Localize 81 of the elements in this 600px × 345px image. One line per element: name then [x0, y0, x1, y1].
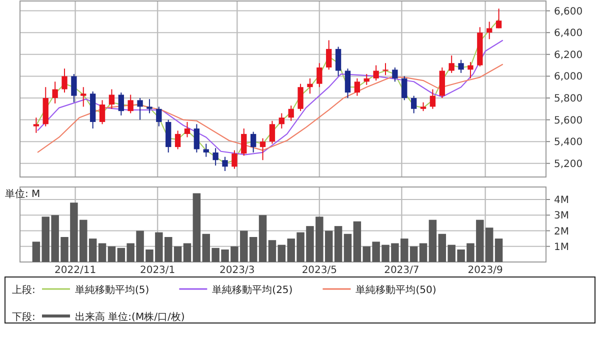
x-tick-label: 2022/11 [54, 265, 96, 276]
y-tick-label: 3M [554, 210, 569, 222]
bar [183, 243, 192, 262]
candlestick [174, 130, 181, 150]
candlestick [354, 78, 360, 96]
y-tick-label: 5,400 [554, 137, 583, 148]
candlestick [486, 21, 492, 40]
candlestick [137, 97, 143, 120]
candlestick [344, 68, 351, 98]
candlestick [307, 78, 313, 94]
candlestick [156, 106, 162, 127]
candlestick [33, 117, 40, 134]
y-tick-label: 6,000 [554, 72, 583, 83]
candlestick [260, 138, 266, 161]
x-tick-label: 2023/1 [140, 265, 176, 276]
candlestick [128, 94, 134, 114]
candlestick [71, 74, 77, 103]
y-tick-label: 4M [554, 195, 569, 206]
legend-label: 単純移動平均(25) [212, 284, 293, 296]
legend-label: 単純移動平均(5) [75, 284, 150, 296]
candlestick [184, 121, 190, 138]
y-tick-label: 5,200 [554, 158, 583, 170]
candlestick [52, 81, 58, 104]
candlestick [99, 100, 106, 125]
candlestick [288, 105, 294, 122]
x-tick-label: 2023/7 [384, 265, 420, 276]
candlestick [203, 143, 209, 158]
candlestick [316, 62, 322, 88]
candlestick [448, 54, 454, 74]
candlestick [373, 64, 379, 82]
candlestick [250, 131, 256, 153]
x-tick-label: 2023/3 [220, 265, 255, 276]
legend-label: 単純移動平均(50) [356, 284, 436, 296]
bar [98, 243, 106, 262]
candlestick [402, 76, 408, 101]
candlestick [496, 8, 502, 29]
legend-label: 出来高 単位:(M株/口/枚) [75, 311, 185, 323]
candlestick [62, 68, 68, 94]
candlestick [410, 95, 417, 114]
y-tick-label: 6,600 [554, 6, 583, 18]
bar [428, 220, 437, 262]
y-tick-label: 2M [554, 226, 569, 238]
bar [344, 234, 352, 262]
candlestick [108, 88, 115, 110]
bar [108, 246, 116, 262]
candlestick [326, 40, 332, 70]
bar [494, 238, 503, 262]
bar [192, 193, 201, 262]
candlestick [298, 83, 304, 112]
legend-title: 上段: [12, 284, 36, 296]
candlestick [212, 148, 218, 166]
candlestick [392, 66, 398, 82]
candlestick [194, 124, 200, 153]
candlestick [232, 150, 238, 170]
candlestick [222, 156, 228, 172]
bar [32, 242, 40, 262]
y-tick-label: 5,600 [554, 115, 583, 126]
x-tick-label: 2023/5 [302, 265, 338, 276]
bar [334, 226, 342, 262]
candlestick [335, 46, 342, 77]
y-axis-title: 単位: M [5, 188, 40, 200]
candlestick [430, 88, 436, 110]
x-tick-label: 2023/9 [468, 265, 503, 276]
y-tick-label: 5,800 [554, 93, 583, 104]
legend-title: 下段: [12, 311, 36, 323]
y-tick-label: 6,200 [554, 50, 583, 61]
candlestick [278, 112, 284, 130]
candlestick [241, 128, 247, 156]
candlestick [468, 62, 474, 79]
candlestick [382, 62, 388, 76]
candlestick [80, 86, 86, 108]
y-tick-label: 6,400 [554, 28, 583, 40]
bar [174, 246, 182, 262]
y-tick-label: 1M [554, 242, 569, 253]
candlestick [458, 59, 464, 74]
candlestick [118, 92, 124, 116]
candlestick [269, 120, 276, 144]
candlestick [146, 98, 152, 114]
bar [268, 240, 276, 262]
bar [419, 243, 428, 262]
bar [258, 215, 267, 262]
